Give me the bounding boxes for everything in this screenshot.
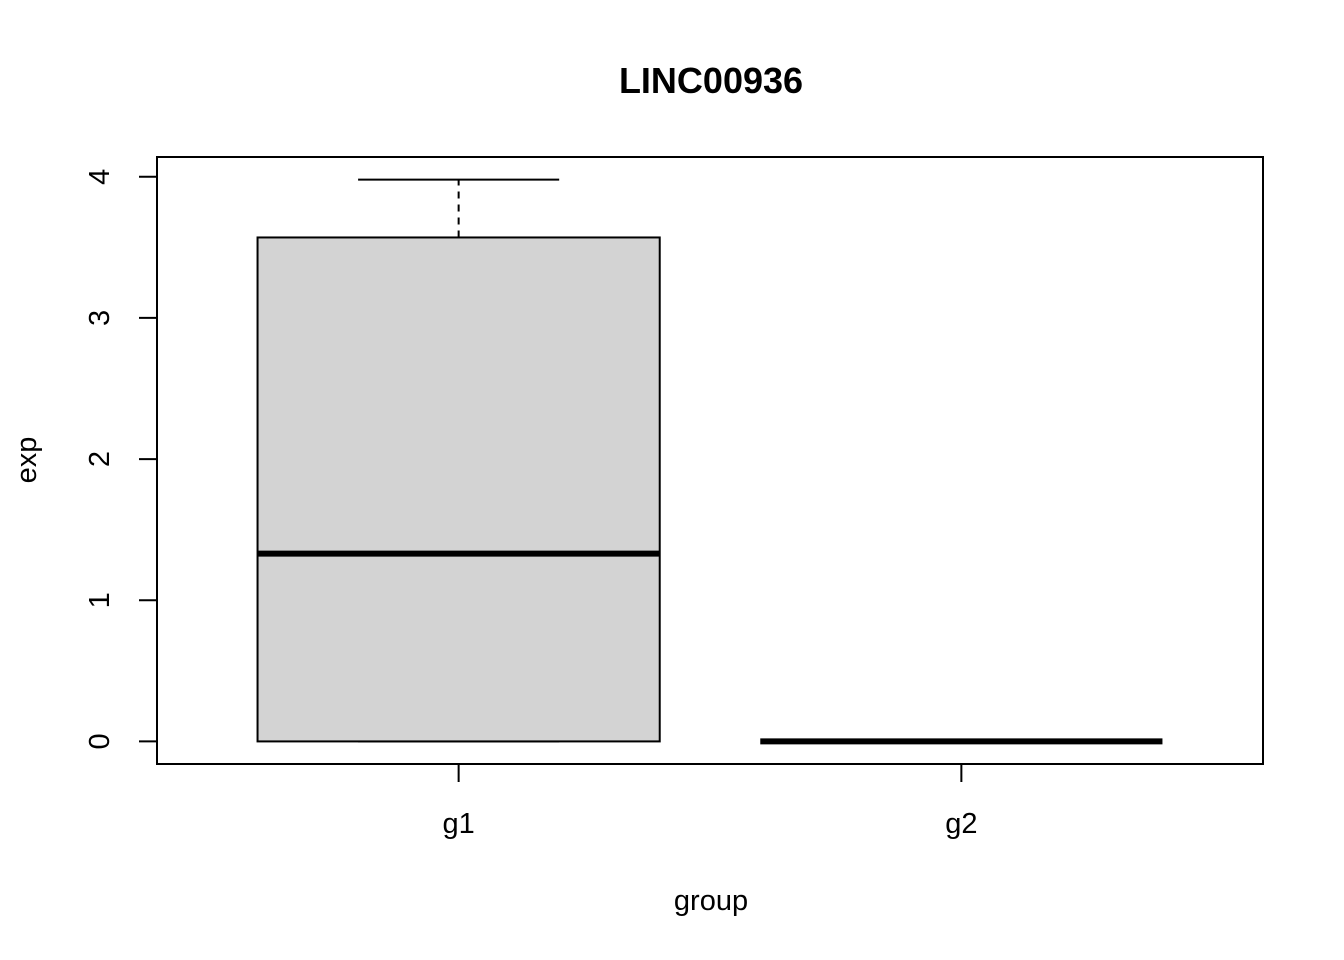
x-tick-label: g2 xyxy=(945,808,977,840)
y-tick-label: 0 xyxy=(84,733,116,749)
box-g1 xyxy=(256,236,661,743)
x-tick-label: g1 xyxy=(443,808,475,840)
boxes xyxy=(256,178,1163,745)
y-tick-label: 1 xyxy=(84,592,116,608)
x-axis-label: group xyxy=(674,885,748,917)
chart-title: LINC00936 xyxy=(619,60,803,101)
y-tick-label: 3 xyxy=(84,310,116,326)
y-axis-label: exp xyxy=(11,437,43,484)
y-tick-label: 2 xyxy=(84,451,116,467)
y-axis: 0 1 2 3 4 xyxy=(84,169,158,749)
y-tick-label: 4 xyxy=(84,169,116,185)
x-axis: g1 g2 xyxy=(443,764,977,840)
